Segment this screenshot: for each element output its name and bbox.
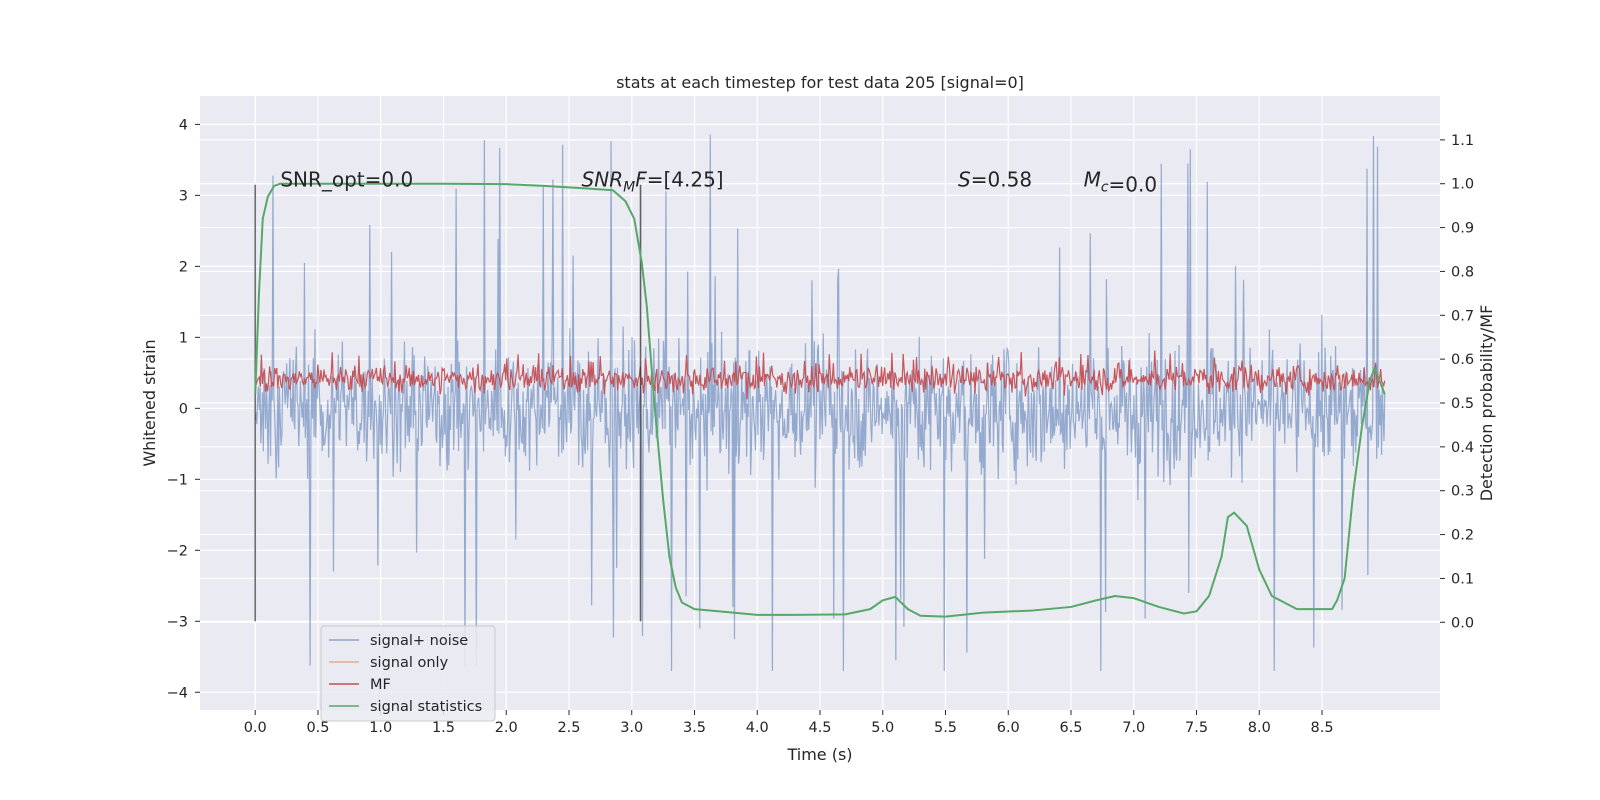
x-tick-label: 1.5 — [432, 720, 455, 736]
x-tick-label: 7.0 — [1122, 720, 1145, 736]
x-tick-label: 5.0 — [871, 720, 894, 736]
x-axis-label: Time (s) — [786, 745, 852, 764]
series-mf-line — [254, 350, 1386, 400]
x-tick-label: 8.0 — [1248, 720, 1271, 736]
legend-label-mf: MF — [370, 677, 391, 693]
y2-tick-label: 0.5 — [1451, 396, 1474, 412]
x-tick-label: 3.5 — [683, 720, 706, 736]
y-tick-label: 2 — [179, 259, 188, 275]
annotation-0: SNR_opt=0.0 — [280, 168, 413, 192]
x-tick-label: 4.5 — [808, 720, 831, 736]
y-tick-label: −1 — [167, 472, 188, 488]
x-tick-label: 3.0 — [620, 720, 643, 736]
x-tick-label: 0.0 — [244, 720, 267, 736]
legend-label-signal-noise: signal+ noise — [370, 633, 468, 649]
axes: 0.0 0.5 1.0 1.5 2.0 2.5 3.0 3.5 4.0 4.5 5.0 5.5 6.0 6… — [167, 117, 1474, 736]
y-tick-label: 4 — [179, 117, 188, 133]
y-tick-label: −2 — [167, 543, 188, 559]
y-tick-label: 1 — [179, 330, 188, 346]
legend-label-signal-statistics: signal statistics — [370, 699, 482, 715]
chart-title: stats at each timestep for test data 205… — [616, 73, 1024, 92]
annotation-1: SNRMF=[4.25] — [582, 168, 724, 196]
y2-tick-label: 0.0 — [1451, 615, 1474, 631]
y2-tick-label: 0.9 — [1451, 221, 1474, 237]
y-tick-label: 0 — [179, 401, 188, 417]
y2-tick-label: 0.8 — [1451, 264, 1474, 280]
annotation-3: Mc=0.0 — [1084, 168, 1158, 197]
y2-tick-label: 0.7 — [1451, 308, 1474, 324]
y2-axis-label: Detection probability/MF — [1477, 305, 1496, 502]
y-tick-label: 3 — [179, 188, 188, 204]
x-tick-label: 4.0 — [746, 720, 769, 736]
y2-tick-label: 0.2 — [1451, 528, 1474, 544]
legend-label-signal-only: signal only — [370, 655, 449, 671]
x-tick-label: 7.5 — [1185, 720, 1208, 736]
series-signal-noise-line — [254, 134, 1386, 671]
y2-tick-label: 0.3 — [1451, 484, 1474, 500]
y2-tick-label: 0.1 — [1451, 571, 1474, 587]
x-tick-label: 6.0 — [997, 720, 1020, 736]
x-tick-label: 6.5 — [1059, 720, 1082, 736]
annotation-2: S=0.58 — [958, 168, 1032, 192]
y2-tick-label: 1.1 — [1451, 133, 1474, 149]
series-signal-statistics-line — [254, 182, 1386, 618]
y2-tick-label: 0.4 — [1451, 440, 1474, 456]
plot-content: SNR_opt=0.0 SNRMF=[4.25] S=0.58 Mc=0.0 — [254, 134, 1386, 671]
y-axis-label: Whitened strain — [140, 339, 159, 466]
x-tick-label: 2.5 — [557, 720, 580, 736]
x-tick-label: 2.0 — [495, 720, 518, 736]
y-tick-label: −4 — [167, 685, 188, 701]
x-tick-label: 8.5 — [1310, 720, 1333, 736]
legend: signal+ noise signal only MF signal stat… — [320, 625, 496, 722]
x-tick-label: 5.5 — [934, 720, 957, 736]
y2-tick-label: 0.6 — [1451, 352, 1474, 368]
x-tick-label: 0.5 — [306, 720, 329, 736]
y2-tick-label: 1.0 — [1451, 177, 1474, 193]
x-tick-label: 1.0 — [369, 720, 392, 736]
legend-box — [320, 625, 496, 722]
y-tick-label: −3 — [167, 614, 188, 630]
